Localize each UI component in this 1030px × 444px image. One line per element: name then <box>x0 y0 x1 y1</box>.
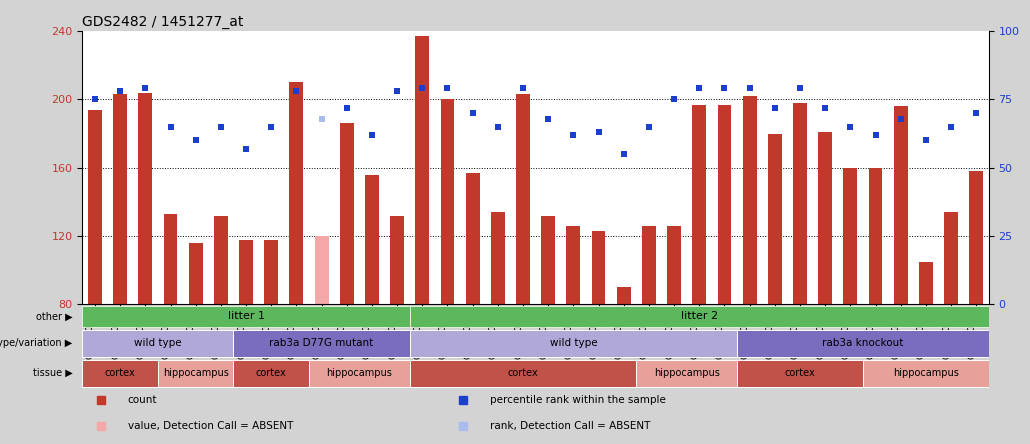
Text: genotype/variation ▶: genotype/variation ▶ <box>0 338 72 348</box>
Bar <box>390 216 404 305</box>
Bar <box>265 239 278 305</box>
Bar <box>314 236 329 305</box>
Text: rab3a knockout: rab3a knockout <box>822 338 903 348</box>
Bar <box>945 212 958 305</box>
Bar <box>164 214 177 305</box>
FancyBboxPatch shape <box>410 330 737 357</box>
Bar <box>239 239 253 305</box>
Bar <box>214 216 228 305</box>
Bar <box>441 99 454 305</box>
Bar <box>516 94 530 305</box>
Bar <box>743 96 756 305</box>
Bar <box>617 287 630 305</box>
Bar <box>768 134 782 305</box>
Text: value, Detection Call = ABSENT: value, Detection Call = ABSENT <box>128 421 294 431</box>
FancyBboxPatch shape <box>637 360 737 387</box>
Bar <box>415 36 430 305</box>
Text: percentile rank within the sample: percentile rank within the sample <box>490 395 666 405</box>
Text: litter 1: litter 1 <box>228 311 265 321</box>
FancyBboxPatch shape <box>410 305 989 327</box>
Bar <box>868 168 883 305</box>
Bar <box>667 226 681 305</box>
Text: count: count <box>128 395 158 405</box>
Text: hippocampus: hippocampus <box>893 368 959 378</box>
Text: tissue ▶: tissue ▶ <box>33 368 72 378</box>
Text: wild type: wild type <box>134 338 181 348</box>
FancyBboxPatch shape <box>158 360 234 387</box>
FancyBboxPatch shape <box>234 360 309 387</box>
Bar <box>542 216 555 305</box>
Bar <box>969 171 983 305</box>
Text: litter 2: litter 2 <box>681 311 718 321</box>
Text: other ▶: other ▶ <box>36 311 72 321</box>
Text: rab3a D77G mutant: rab3a D77G mutant <box>270 338 374 348</box>
Text: wild type: wild type <box>550 338 597 348</box>
Bar <box>919 262 933 305</box>
FancyBboxPatch shape <box>309 360 410 387</box>
Bar <box>138 93 152 305</box>
Bar <box>642 226 656 305</box>
Text: cortex: cortex <box>785 368 816 378</box>
FancyBboxPatch shape <box>82 360 158 387</box>
FancyBboxPatch shape <box>82 330 234 357</box>
FancyBboxPatch shape <box>82 305 410 327</box>
FancyBboxPatch shape <box>737 360 863 387</box>
Bar <box>88 110 102 305</box>
Text: hippocampus: hippocampus <box>327 368 392 378</box>
Bar <box>793 103 806 305</box>
Bar <box>365 174 379 305</box>
Bar <box>289 82 304 305</box>
Text: hippocampus: hippocampus <box>654 368 720 378</box>
Bar <box>844 168 857 305</box>
FancyBboxPatch shape <box>863 360 989 387</box>
Text: rank, Detection Call = ABSENT: rank, Detection Call = ABSENT <box>490 421 651 431</box>
Bar <box>692 104 707 305</box>
Text: hippocampus: hippocampus <box>163 368 229 378</box>
Bar <box>818 132 832 305</box>
Text: cortex: cortex <box>255 368 286 378</box>
Bar <box>188 243 203 305</box>
Bar <box>718 104 731 305</box>
Bar <box>566 226 580 305</box>
FancyBboxPatch shape <box>234 330 410 357</box>
Text: GDS2482 / 1451277_at: GDS2482 / 1451277_at <box>82 15 244 29</box>
Bar <box>591 231 606 305</box>
FancyBboxPatch shape <box>737 330 989 357</box>
Bar <box>113 94 127 305</box>
Text: cortex: cortex <box>508 368 539 378</box>
Bar <box>894 106 907 305</box>
Bar <box>466 173 480 305</box>
Bar <box>491 212 505 305</box>
Text: cortex: cortex <box>105 368 136 378</box>
Bar <box>340 123 353 305</box>
FancyBboxPatch shape <box>410 360 637 387</box>
